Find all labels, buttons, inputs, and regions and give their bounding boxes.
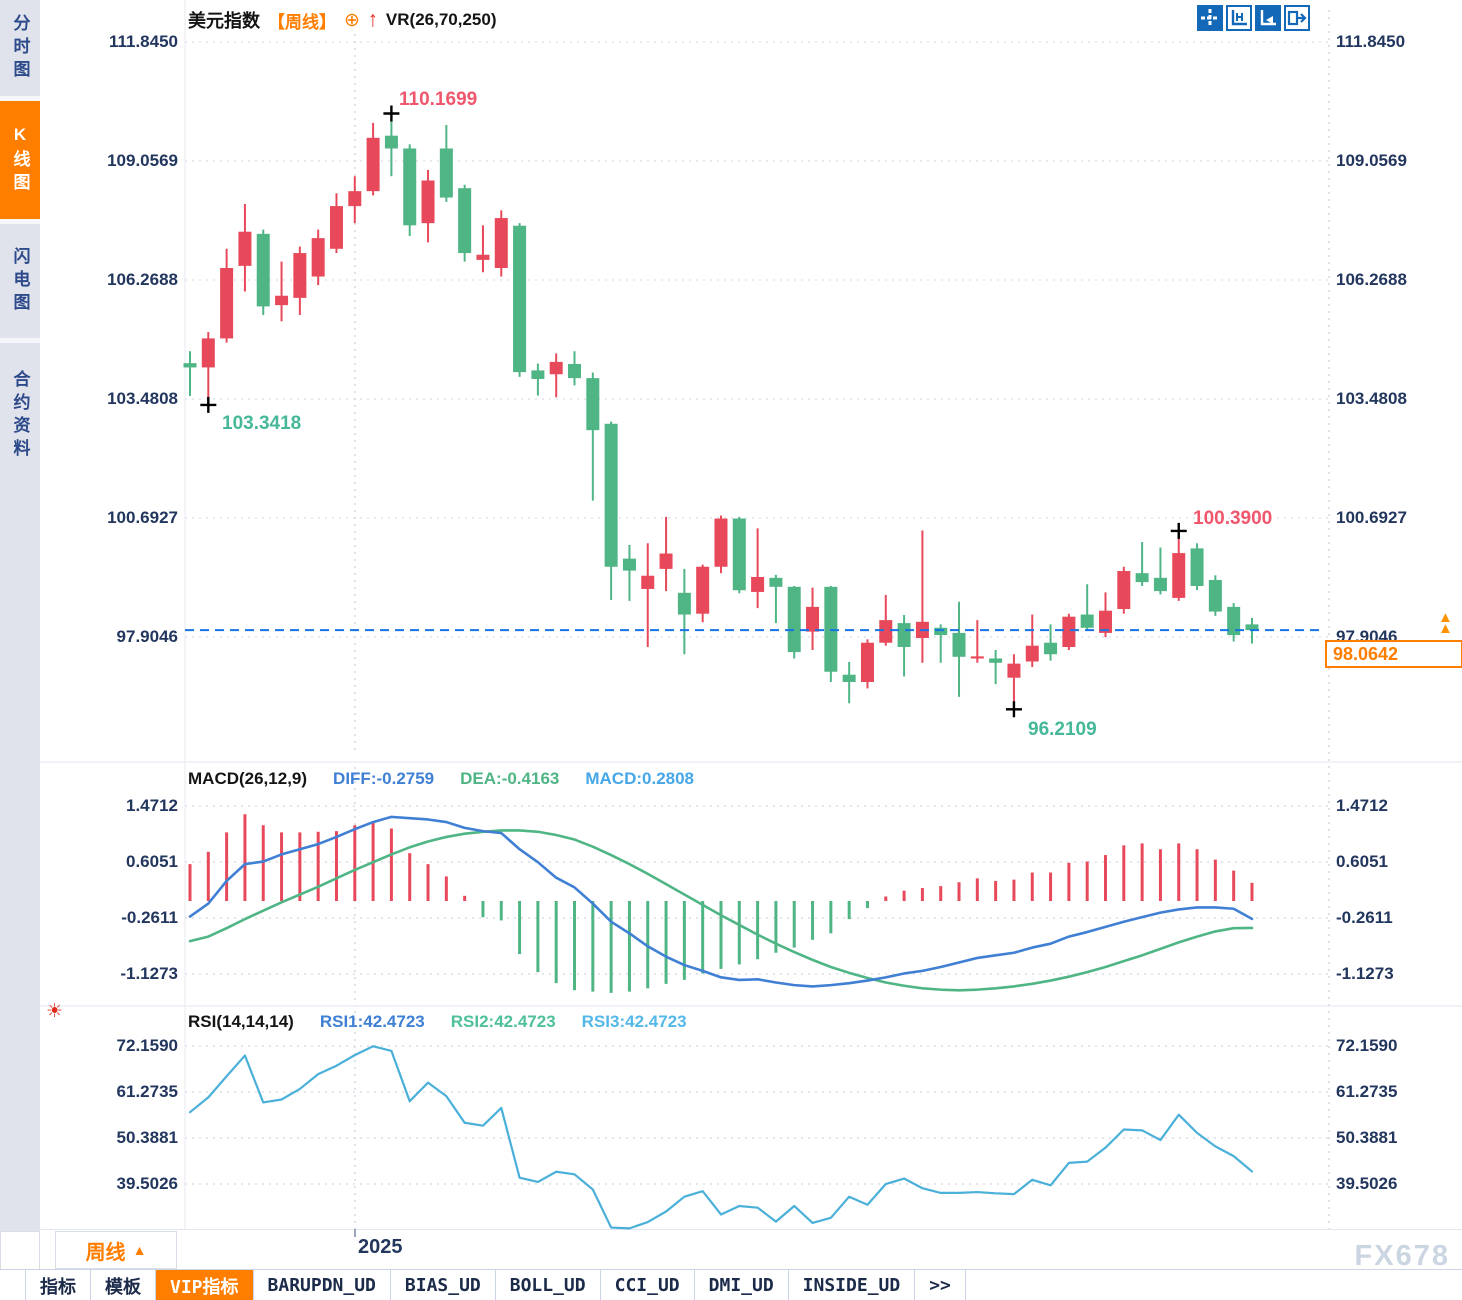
macd-axis-label-right: -0.2611 <box>1336 908 1393 927</box>
overlay-indicator-label[interactable]: VR(26,70,250) <box>385 10 497 29</box>
bottom-tab-8[interactable]: DMI_UD <box>695 1270 789 1300</box>
segment-high-label: 100.3900 <box>1193 508 1273 529</box>
axis-scale-icon[interactable] <box>1255 5 1281 31</box>
macd-axis-label-left: 0.6051 <box>126 852 178 871</box>
rsi-axis-label-left: 72.1590 <box>116 1036 178 1055</box>
rsi-axis-label-right: 50.3881 <box>1336 1128 1398 1147</box>
price-axis-label-left: 97.9046 <box>116 626 178 646</box>
x-axis-year-label: 2025 <box>358 1236 403 1258</box>
indicator-tabbar: 指标 模板 VIP指标 BARUPDN_UD BIAS_UD BOLL_UD CCI_UD D… <box>0 1269 1462 1300</box>
period-selector-tab[interactable]: 周线 ▲ <box>55 1231 177 1269</box>
rsi-axis-label-left: 50.3881 <box>116 1128 178 1147</box>
macd-axis-label-left: -0.2611 <box>121 908 178 927</box>
marked-high-label: 110.1699 <box>399 89 478 110</box>
sidebar-separator <box>0 219 40 224</box>
panel-export-icon[interactable] <box>1284 5 1310 31</box>
sidebar-item-3[interactable]: 闪电图 <box>10 246 30 316</box>
bottom-tab-9[interactable]: INSIDE_UD <box>789 1270 916 1300</box>
rsi3-value: RSI3:42.4723 <box>581 1012 687 1031</box>
bottom-strip <box>40 1229 1462 1270</box>
macd-axis-label-left: 1.4712 <box>126 796 178 815</box>
bottom-tab-5[interactable]: BIAS_UD <box>391 1270 496 1300</box>
macd-axis-label-right: -1.1273 <box>1336 964 1394 983</box>
price-axis-label-left: 109.0569 <box>107 150 178 170</box>
period-tag[interactable]: 【周线】 <box>268 12 336 32</box>
rsi-axis-label-left: 61.2735 <box>116 1082 178 1101</box>
price-axis-label-right: 100.6927 <box>1336 507 1407 527</box>
add-indicator-icon[interactable]: ⊕ <box>344 9 360 31</box>
rsi-header: RSI(14,14,14) RSI1:42.4723 RSI2:42.4723 … <box>188 1012 687 1032</box>
rsi-axis-label-right: 72.1590 <box>1336 1036 1398 1055</box>
symbol-title: 美元指数 <box>188 11 260 31</box>
rsi-axis-label-right: 61.2735 <box>1336 1082 1398 1101</box>
indicator-settings-sun-icon[interactable]: ☀ <box>46 1001 64 1022</box>
macd-axis-label-right: 0.6051 <box>1336 852 1388 871</box>
price-arrow-icon: ▲ ▲ <box>1438 609 1453 637</box>
segment-low-label: 103.3418 <box>222 413 302 434</box>
price-axis-label-left: 103.4808 <box>107 388 178 408</box>
macd-dea-value: DEA:-0.4163 <box>460 769 560 788</box>
bottom-tab-10[interactable]: >> <box>915 1270 966 1300</box>
bottom-tab-1[interactable]: 指标 <box>26 1270 91 1300</box>
triangle-up-icon: ▲ <box>132 1242 147 1258</box>
price-axis-label-right: 111.8450 <box>1336 32 1406 51</box>
rsi-title[interactable]: RSI(14,14,14) <box>188 1012 294 1031</box>
macd-header: MACD(26,12,9) DIFF:-0.2759 DEA:-0.4163 M… <box>188 769 694 789</box>
price-axis-label-left: 106.2688 <box>107 269 178 289</box>
bottom-tab-3[interactable]: VIP指标 <box>156 1270 254 1300</box>
chart-toolbar <box>1197 5 1310 31</box>
tabbar-lead-spacer <box>0 1270 26 1300</box>
crosshair-pan-icon[interactable] <box>1197 5 1223 31</box>
price-axis-label-right: 109.0569 <box>1336 150 1407 170</box>
sidebar-separator <box>0 338 40 343</box>
bottom-tab-7[interactable]: CCI_UD <box>601 1270 695 1300</box>
rsi-axis-label-right: 39.5026 <box>1336 1174 1398 1193</box>
marked-low-label: 96.2109 <box>1028 719 1097 740</box>
chart-header: 美元指数 【周线】 ⊕ ↑ VR(26,70,250) <box>188 7 497 33</box>
macd-macd-value: MACD:0.2808 <box>585 769 695 788</box>
sidebar-item-2[interactable]: K线图 <box>0 101 40 219</box>
bottom-tab-4[interactable]: BARUPDN_UD <box>254 1270 391 1300</box>
bottom-tab-6[interactable]: BOLL_UD <box>496 1270 601 1300</box>
macd-title[interactable]: MACD(26,12,9) <box>188 769 308 788</box>
axis-range-icon[interactable] <box>1226 5 1252 31</box>
macd-axis-label-left: -1.1273 <box>120 964 178 983</box>
bottom-tab-2[interactable]: 模板 <box>91 1270 156 1300</box>
rsi-axis-label-left: 39.5026 <box>116 1174 178 1193</box>
price-axis-label-right: 103.4808 <box>1336 388 1407 408</box>
price-axis-label-right: 106.2688 <box>1336 269 1407 289</box>
price-axis-label-left: 100.6927 <box>107 507 178 527</box>
macd-diff-value: DIFF:-0.2759 <box>333 769 435 788</box>
sidebar-item-4[interactable]: 合约资料 <box>10 370 30 462</box>
rsi2-value: RSI2:42.4723 <box>450 1012 556 1031</box>
period-label: 周线 <box>85 1241 126 1264</box>
sidebar-item-1[interactable]: 分时图 <box>10 13 30 83</box>
watermark: FX678 <box>1354 1240 1450 1272</box>
macd-axis-label-right: 1.4712 <box>1336 796 1388 815</box>
last-price-box[interactable]: 98.0642 <box>1325 640 1462 668</box>
sidebar: 分时图 K线图闪电图合约资料 <box>0 0 40 1269</box>
sidebar-separator <box>0 96 40 101</box>
price-axis-label-left: 111.8450 <box>108 32 178 51</box>
rsi1-value: RSI1:42.4723 <box>319 1012 425 1031</box>
up-arrow-icon: ↑ <box>367 7 378 32</box>
